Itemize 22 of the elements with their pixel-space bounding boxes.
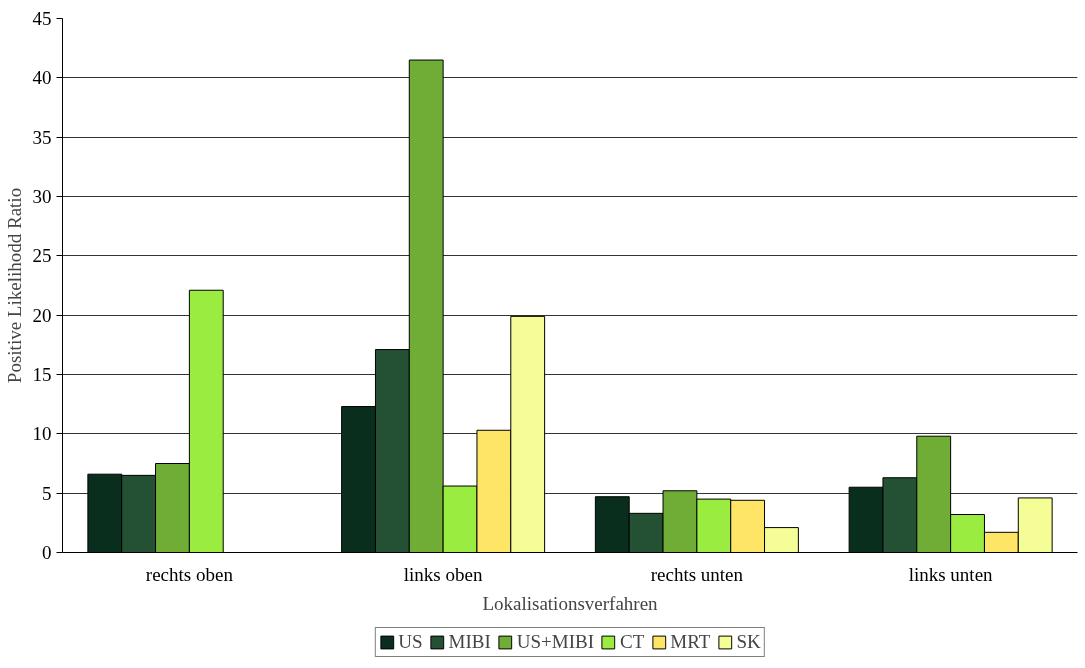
y-tick-label: 40 (32, 67, 52, 89)
x-tick-label: links unten (908, 563, 994, 585)
legend-label: SK (736, 631, 761, 653)
x-tick-label: links oben (403, 563, 483, 585)
y-tick-label: 15 (32, 364, 52, 385)
legend-label: MRT (670, 631, 711, 653)
y-tick-label: 30 (32, 186, 52, 207)
x-tick-label: rechts oben (145, 563, 234, 585)
legend-label: CT (620, 631, 645, 653)
y-tick-label: 10 (32, 423, 52, 445)
y-tick-label: 20 (32, 304, 52, 326)
y-tick-label: 25 (32, 245, 52, 267)
y-tick-label: 35 (32, 126, 52, 148)
y-tick-label: 5 (42, 482, 52, 504)
legend-label: MIBI (448, 631, 491, 653)
x-axis-title: Lokalisationsverfahren (482, 592, 659, 614)
y-tick-label: 0 (42, 542, 52, 563)
x-tick-label: rechts unten (650, 563, 744, 585)
y-axis-title: Positive Likelihodd Ratio (3, 187, 25, 384)
legend-label: US (398, 631, 423, 653)
y-tick-label: 45 (32, 8, 52, 29)
legend-label: US+MIBI (516, 631, 595, 653)
